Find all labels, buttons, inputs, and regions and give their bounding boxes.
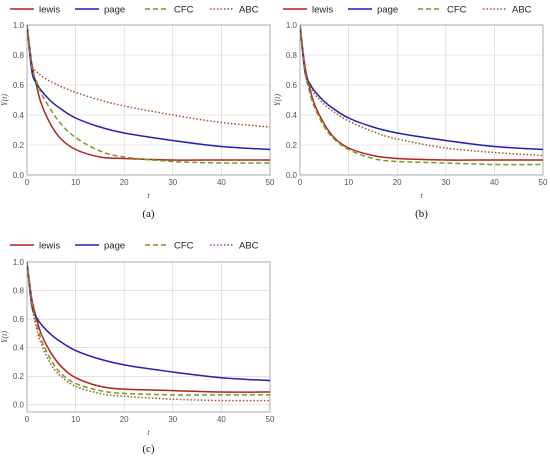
legend-label: lewis (39, 241, 60, 252)
plot-frame (299, 24, 544, 176)
legend-label: page (104, 5, 125, 16)
series-line-abc (27, 262, 270, 402)
x-tick-label: 40 (217, 415, 226, 424)
y-axis-title: Y(t) (0, 331, 9, 343)
series-line-lewis (300, 25, 543, 161)
x-tick-label: 30 (168, 178, 177, 187)
series-line-abc (27, 25, 270, 128)
series-line-lewis (27, 25, 270, 161)
legend-item-abc: ABC (210, 5, 259, 16)
legend-item-page: page (348, 5, 398, 16)
x-tick-label: 20 (120, 178, 129, 187)
y-axis-title: Y(t) (0, 94, 9, 106)
x-tick-label: 0 (25, 415, 30, 424)
y-tick-label: 1.0 (13, 21, 25, 30)
series-line-page (27, 25, 270, 151)
legend-item-lewis: lewis (10, 5, 60, 16)
y-tick-label: 1.0 (286, 21, 298, 30)
legend-item-abc: ABC (210, 241, 259, 252)
y-tick-label: 0.6 (13, 81, 25, 90)
series-line-cfc (27, 25, 270, 164)
y-tick-label: 0.8 (13, 286, 25, 295)
legend-label: CFC (174, 5, 194, 16)
legend-label: ABC (239, 241, 259, 252)
y-tick-label: 0.6 (286, 81, 298, 90)
chart-legend: lewis page CFC ABC (10, 241, 259, 252)
series-group (27, 262, 270, 402)
series-line-abc (300, 25, 543, 157)
y-tick-label: 0.2 (286, 141, 298, 150)
y-tick-label: 0.4 (13, 111, 25, 120)
legend-item-page: page (75, 5, 125, 16)
x-tick-label: 10 (71, 415, 80, 424)
legend-label: lewis (312, 5, 333, 16)
x-tick-label: 10 (71, 178, 80, 187)
panel-label: (a) (142, 208, 155, 220)
legend-label: ABC (239, 5, 259, 16)
x-axis-title: t (147, 428, 150, 437)
legend-label: page (377, 5, 398, 16)
x-tick-label: 0 (298, 178, 303, 187)
chart-panel-2: lewis page CFC ABC 0 10 20 30 40 50 0.0 0.2 0.4 0.6 0.… (273, 5, 548, 221)
plot-frame (26, 24, 271, 176)
legend-label: ABC (512, 5, 532, 16)
y-tick-label: 0.8 (13, 51, 25, 60)
legend-label: CFC (447, 5, 467, 16)
x-axis-title: t (420, 191, 423, 200)
series-line-lewis (27, 262, 270, 393)
x-tick-label: 50 (266, 178, 275, 187)
chart-legend: lewis page CFC ABC (10, 5, 259, 16)
series-group (300, 25, 543, 166)
y-tick-label: 0.0 (286, 171, 298, 180)
x-tick-label: 40 (217, 178, 226, 187)
y-tick-label: 1.0 (13, 258, 25, 267)
series-line-cfc (27, 262, 270, 396)
panel-label: (b) (415, 208, 428, 220)
chart-panel-3: lewis page CFC ABC 0 10 20 30 40 50 0.0 0.2 0.4 0.6 0.… (0, 241, 275, 456)
tick-labels: 0 10 20 30 40 50 0.0 0.2 0.4 0.6 0.8 1.0 (286, 21, 548, 187)
y-tick-label: 0.2 (13, 372, 25, 381)
y-tick-label: 0.8 (286, 51, 298, 60)
legend-item-cfc: CFC (145, 241, 194, 252)
x-tick-label: 30 (168, 415, 177, 424)
x-tick-label: 10 (344, 178, 353, 187)
x-tick-label: 50 (539, 178, 548, 187)
y-tick-label: 0.0 (13, 401, 25, 410)
y-tick-label: 0.2 (13, 141, 25, 150)
legend-label: CFC (174, 241, 194, 252)
x-tick-label: 30 (441, 178, 450, 187)
chart-legend: lewis page CFC ABC (283, 5, 532, 16)
tick-labels: 0 10 20 30 40 50 0.0 0.2 0.4 0.6 0.8 1.0 (13, 21, 275, 187)
legend-label: page (104, 241, 125, 252)
x-tick-label: 20 (393, 178, 402, 187)
legend-label: lewis (39, 5, 60, 16)
x-axis-title: t (147, 191, 150, 200)
y-tick-label: 0.4 (13, 344, 25, 353)
x-tick-label: 20 (120, 415, 129, 424)
legend-item-page: page (75, 241, 125, 252)
x-tick-label: 40 (490, 178, 499, 187)
legend-item-cfc: CFC (418, 5, 467, 16)
x-tick-label: 0 (25, 178, 30, 187)
series-group (27, 25, 270, 164)
series-line-page (300, 25, 543, 151)
plot-frame (26, 261, 271, 413)
y-tick-label: 0.0 (13, 171, 25, 180)
y-tick-label: 0.6 (13, 315, 25, 324)
chart-panel-1: lewis page CFC ABC 0 10 20 30 40 50 0.0 0.2 0.4 0.6 0.… (0, 5, 275, 221)
y-axis-title: Y(t) (273, 94, 282, 106)
legend-item-lewis: lewis (283, 5, 333, 16)
grid-lines (27, 24, 270, 176)
series-line-cfc (300, 25, 543, 166)
series-line-page (27, 262, 270, 382)
y-tick-label: 0.4 (286, 111, 298, 120)
legend-item-lewis: lewis (10, 241, 60, 252)
x-tick-label: 50 (266, 415, 275, 424)
panel-label: (c) (142, 443, 155, 455)
legend-item-abc: ABC (483, 5, 532, 16)
grid-lines (300, 24, 543, 176)
tick-labels: 0 10 20 30 40 50 0.0 0.2 0.4 0.6 0.8 1.0 (13, 258, 275, 424)
legend-item-cfc: CFC (145, 5, 194, 16)
